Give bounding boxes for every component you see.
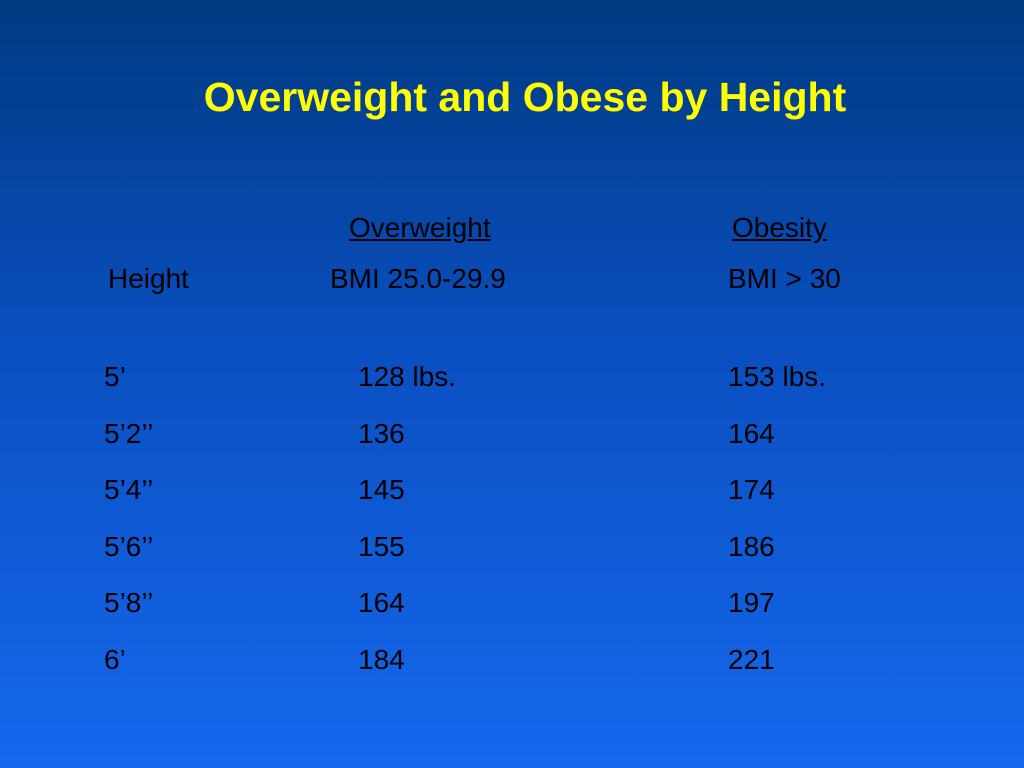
table-cell: 6’ bbox=[104, 644, 126, 675]
table-cell: 5’8’’ bbox=[104, 587, 154, 619]
table-cell: 5’2’’ bbox=[104, 417, 154, 449]
table-cell: 145 bbox=[358, 474, 405, 506]
column-header: Height bbox=[108, 263, 189, 294]
table-cell: 128 lbs. bbox=[358, 361, 457, 392]
column-header: BMI > 30 bbox=[728, 263, 841, 294]
table-cell: 164 bbox=[728, 417, 775, 449]
table-cell: 5’6’’ bbox=[104, 530, 154, 562]
table-cell: 184 bbox=[358, 644, 405, 675]
column-header: BMI 25.0-29.9 bbox=[330, 263, 506, 294]
table-cell: 164 bbox=[358, 587, 405, 619]
group-header: Overweight bbox=[349, 212, 491, 243]
table-cell: 186 bbox=[728, 530, 775, 562]
table-cell: 5’4’’ bbox=[104, 474, 154, 506]
slide-title: Overweight and Obese by Height bbox=[203, 74, 847, 120]
table-cell: 5’ bbox=[104, 361, 126, 392]
table-cell: 221 bbox=[728, 644, 775, 675]
table-cell: 153 lbs. bbox=[728, 361, 827, 392]
table-cell: 136 bbox=[358, 417, 405, 449]
table-cell: 197 bbox=[728, 587, 775, 619]
table-cell: 155 bbox=[358, 530, 405, 562]
table-cell: 174 bbox=[728, 474, 775, 506]
group-header: Obesity bbox=[732, 212, 827, 243]
